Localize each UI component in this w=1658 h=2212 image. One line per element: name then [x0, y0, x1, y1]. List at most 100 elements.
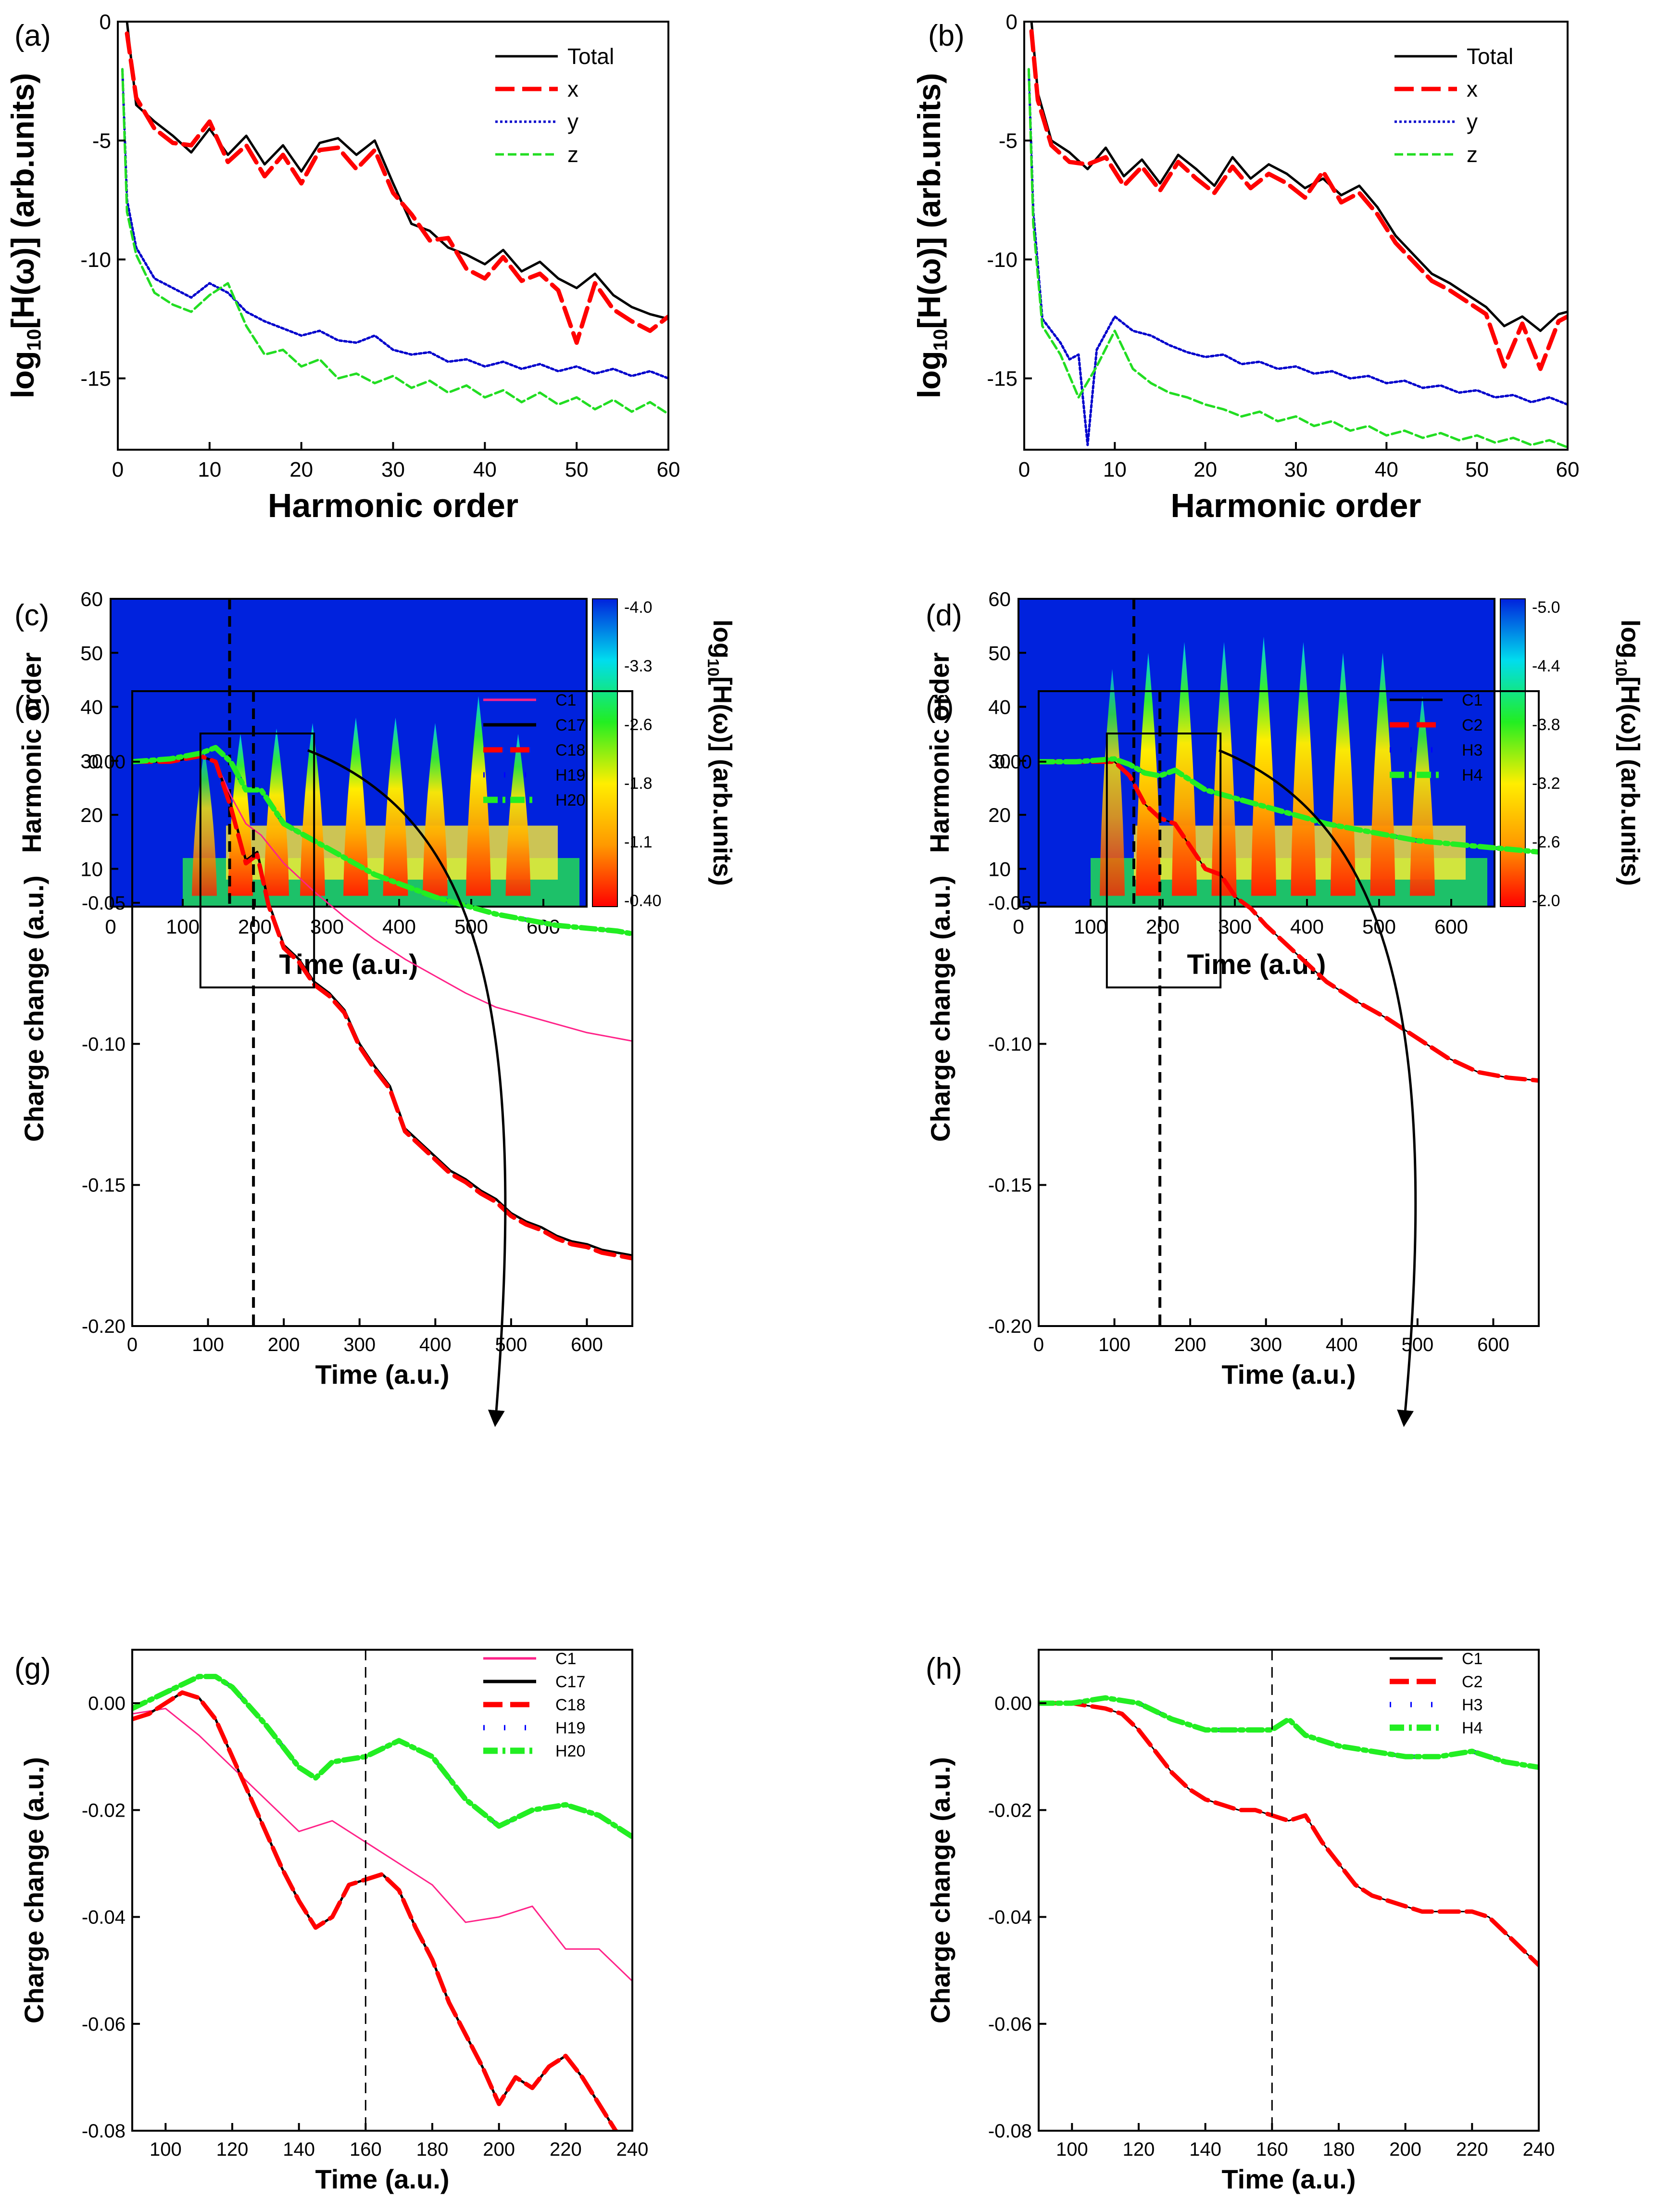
x-tick-label: 100	[192, 1334, 224, 1355]
harmonic-burst	[466, 696, 491, 896]
zoom-arrow-e-to-g	[307, 749, 507, 1427]
x-tick-label: 20	[289, 458, 313, 481]
x-tick-label: 0	[127, 1334, 138, 1355]
y-tick-label: 0.00	[994, 752, 1032, 773]
series-line-h20	[132, 745, 632, 936]
colorbar-tick-label: -3.3	[624, 657, 653, 675]
y-tick-label: 0.00	[994, 1693, 1032, 1714]
x-tick-label: 60	[1556, 458, 1580, 481]
series-line-h20	[132, 1674, 632, 1840]
y-axis-label: Charge change (a.u.)	[19, 875, 49, 1142]
x-tick-label: 140	[283, 2139, 315, 2160]
y-tick-label: -5	[999, 129, 1017, 153]
panel-g: 100 120 140 160 180 200 220 240 0.00 -0.02 -0.04 -0…	[19, 1649, 649, 2194]
colorbar-tick-label: -1.8	[624, 774, 653, 793]
legend-label-y: y	[1467, 109, 1478, 134]
y-tick-label: -15	[987, 367, 1017, 391]
y-tick-label: -0.04	[82, 1907, 126, 1928]
colorbar-tick-label: -3.2	[1532, 774, 1560, 793]
x-tick-label: 10	[198, 458, 221, 481]
legend-label-h3: H3	[1462, 1696, 1482, 1714]
harmonic-burst	[1172, 642, 1197, 896]
colorbar-tick-label: -2.6	[1532, 833, 1560, 851]
legend-label-c18: C18	[555, 741, 585, 759]
x-tick-label: 200	[268, 1334, 300, 1355]
colorbar-tick-label: -2.0	[1532, 892, 1560, 910]
axes-frame	[110, 598, 588, 908]
panel-letter-e: (e)	[14, 690, 51, 723]
x-tick-label: 100	[166, 915, 200, 938]
axes-frame	[1017, 598, 1495, 908]
y-tick-label: -0.05	[82, 893, 126, 914]
y-axis-label: Harmonic order	[924, 653, 955, 853]
harmonic-burst	[192, 750, 217, 896]
legend: Total xyz	[495, 44, 614, 167]
x-tick-label: 100	[1056, 2139, 1088, 2160]
x-tick-label: 240	[1523, 2139, 1555, 2160]
plot-area	[132, 1650, 632, 2131]
x-tick-label: 0	[1033, 1334, 1044, 1355]
x-tick-label: 200	[483, 2139, 515, 2160]
y-tick-label: -15	[80, 367, 111, 391]
y-tick-label: -0.04	[988, 1907, 1032, 1928]
series-line-h4	[1039, 756, 1539, 855]
series-line-z	[1027, 68, 1568, 449]
x-tick-label: 140	[1189, 2139, 1221, 2160]
harmonic-burst	[423, 723, 448, 896]
plot-area	[121, 22, 668, 416]
y-tick-label: 50	[80, 642, 103, 664]
x-tick-label: 40	[1375, 458, 1398, 481]
x-axis-label: Harmonic order	[1170, 487, 1421, 524]
x-tick-label: 120	[216, 2139, 249, 2160]
x-tick-label: 30	[381, 458, 405, 481]
x-tick-label: 400	[1326, 1334, 1358, 1355]
y-axis-label: Charge change (a.u.)	[925, 875, 955, 1142]
x-tick-label: 100	[1098, 1334, 1130, 1355]
y-axis-label: Harmonic order	[16, 653, 47, 853]
panel-letter-g: (g)	[14, 1652, 51, 1685]
y-tick-label: 20	[988, 804, 1011, 826]
x-tick-label: 50	[1465, 458, 1489, 481]
axes-frame	[1038, 1649, 1540, 2132]
y-tick-label: -0.15	[988, 1175, 1032, 1196]
x-tick-label: 0	[112, 458, 124, 481]
x-tick-label: 160	[1256, 2139, 1288, 2160]
panel-f: 0 100 200 300 400 500 6000.00-0.05-0.10-0.15-0…	[925, 690, 1540, 1390]
x-tick-label: 200	[1146, 915, 1180, 938]
series-line-z	[121, 68, 668, 416]
y-tick-label: 10	[988, 858, 1011, 880]
x-tick-label: 180	[416, 2139, 449, 2160]
axes-frame	[1038, 690, 1540, 1327]
x-tick-label: 300	[310, 915, 344, 938]
axes-frame	[117, 21, 669, 451]
legend-label-y: y	[567, 109, 578, 134]
x-tick-label: 500	[1402, 1334, 1434, 1355]
colorbar-tick-label: -3.8	[1532, 716, 1560, 734]
x-tick-label: 600	[571, 1334, 603, 1355]
y-axis-label: log10[H(ω)] (arb.units)	[911, 73, 952, 399]
y-tick-label: -0.02	[988, 1800, 1032, 1821]
series-line-c2	[1039, 1701, 1539, 1968]
x-tick-label: 600	[1477, 1334, 1509, 1355]
harmonic-burst	[300, 723, 325, 896]
legend-label-h19: H19	[555, 766, 585, 784]
y-tick-label: -5	[92, 129, 111, 153]
x-axis-label: Time (a.u.)	[315, 2164, 449, 2194]
y-tick-label: -0.05	[988, 893, 1032, 914]
y-tick-label: -0.10	[82, 1034, 126, 1055]
legend: C1 C17 C18 H19 H20	[483, 1650, 585, 1760]
legend-label-c18: C18	[555, 1696, 585, 1714]
x-tick-label: 240	[616, 2139, 649, 2160]
y-axis-label: Charge change (a.u.)	[19, 1757, 49, 2023]
zoom-region-box	[1105, 733, 1222, 988]
series-line-y	[121, 68, 668, 380]
colorbar-tick-label: -5.0	[1532, 598, 1560, 617]
harmonic-burst	[1410, 696, 1435, 896]
zoom-region-box	[199, 733, 315, 988]
legend-label-c1: C1	[1462, 1650, 1482, 1668]
series-line-total	[1030, 22, 1568, 332]
y-tick-label: -0.20	[988, 1316, 1032, 1337]
